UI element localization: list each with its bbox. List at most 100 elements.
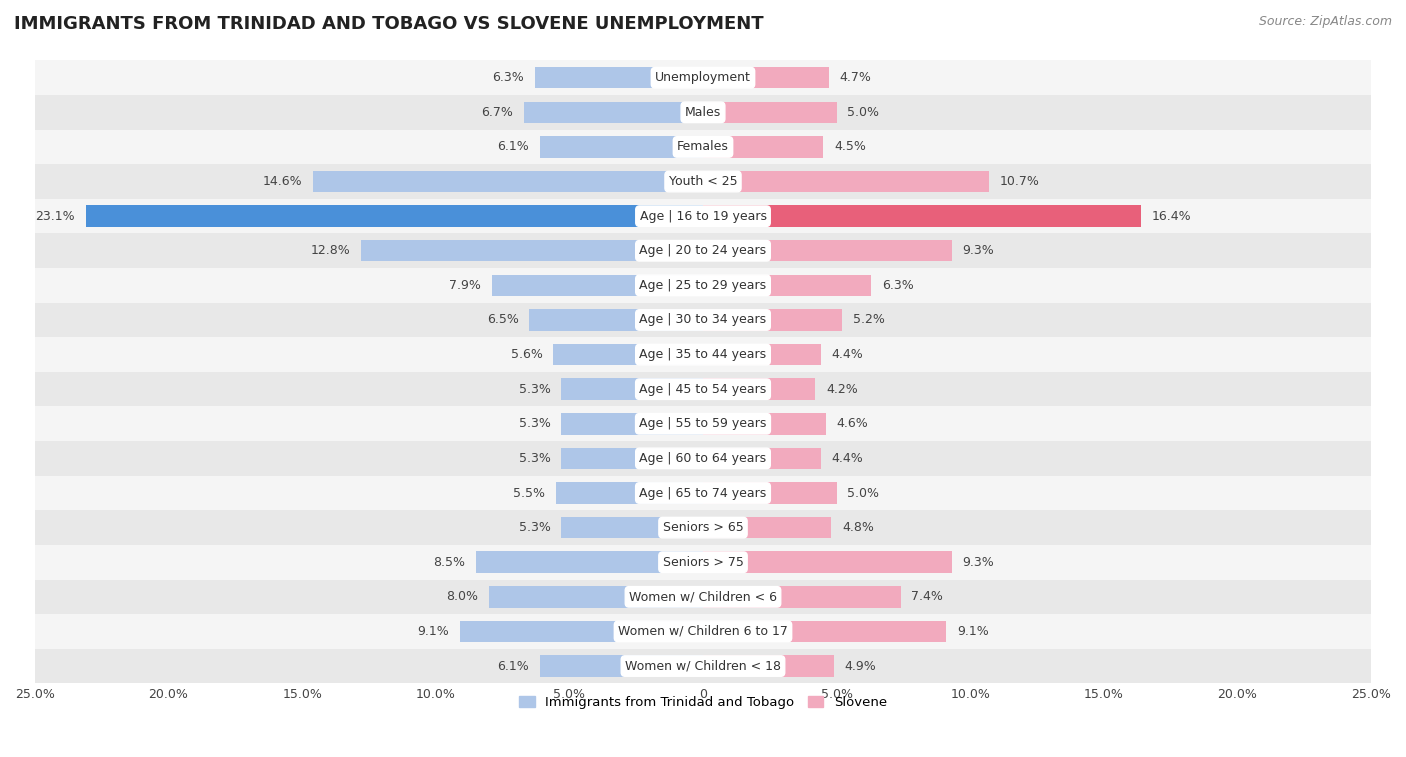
Text: 7.4%: 7.4% xyxy=(911,590,943,603)
Bar xyxy=(703,517,831,538)
Text: 14.6%: 14.6% xyxy=(263,175,302,188)
Text: 8.5%: 8.5% xyxy=(433,556,465,569)
Bar xyxy=(703,656,834,677)
Text: 5.6%: 5.6% xyxy=(510,348,543,361)
Text: 6.7%: 6.7% xyxy=(481,106,513,119)
Text: Age | 25 to 29 years: Age | 25 to 29 years xyxy=(640,279,766,292)
Bar xyxy=(703,136,824,157)
Bar xyxy=(703,482,837,503)
Bar xyxy=(703,101,837,123)
Text: 6.1%: 6.1% xyxy=(498,659,529,672)
Text: 5.3%: 5.3% xyxy=(519,452,551,465)
Bar xyxy=(35,372,1371,407)
Text: Women w/ Children 6 to 17: Women w/ Children 6 to 17 xyxy=(619,625,787,638)
Text: 9.1%: 9.1% xyxy=(957,625,988,638)
Bar xyxy=(35,268,1371,303)
Text: 4.6%: 4.6% xyxy=(837,417,869,430)
Bar xyxy=(703,171,988,192)
Bar xyxy=(561,447,703,469)
Bar xyxy=(314,171,703,192)
Bar xyxy=(35,649,1371,684)
Text: 23.1%: 23.1% xyxy=(35,210,75,223)
Text: 7.9%: 7.9% xyxy=(450,279,481,292)
Text: Women w/ Children < 18: Women w/ Children < 18 xyxy=(626,659,780,672)
Legend: Immigrants from Trinidad and Tobago, Slovene: Immigrants from Trinidad and Tobago, Slo… xyxy=(513,690,893,714)
Bar xyxy=(561,517,703,538)
Bar xyxy=(35,475,1371,510)
Bar xyxy=(492,275,703,296)
Bar xyxy=(35,510,1371,545)
Bar xyxy=(703,413,825,435)
Bar xyxy=(703,67,828,89)
Text: Males: Males xyxy=(685,106,721,119)
Text: 4.7%: 4.7% xyxy=(839,71,872,84)
Text: Age | 65 to 74 years: Age | 65 to 74 years xyxy=(640,487,766,500)
Bar xyxy=(35,199,1371,233)
Bar xyxy=(35,407,1371,441)
Bar xyxy=(86,205,703,227)
Bar xyxy=(703,275,872,296)
Text: 4.8%: 4.8% xyxy=(842,521,875,534)
Bar xyxy=(35,233,1371,268)
Bar xyxy=(540,136,703,157)
Bar xyxy=(35,338,1371,372)
Bar xyxy=(534,67,703,89)
Bar xyxy=(475,552,703,573)
Bar xyxy=(540,656,703,677)
Text: 4.2%: 4.2% xyxy=(825,383,858,396)
Text: Females: Females xyxy=(678,141,728,154)
Text: 9.3%: 9.3% xyxy=(962,556,994,569)
Bar xyxy=(35,61,1371,95)
Text: Age | 45 to 54 years: Age | 45 to 54 years xyxy=(640,383,766,396)
Text: 9.1%: 9.1% xyxy=(418,625,449,638)
Bar xyxy=(529,310,703,331)
Text: Youth < 25: Youth < 25 xyxy=(669,175,737,188)
Text: Age | 30 to 34 years: Age | 30 to 34 years xyxy=(640,313,766,326)
Bar xyxy=(703,344,821,366)
Bar xyxy=(489,586,703,608)
Bar xyxy=(561,413,703,435)
Text: Age | 20 to 24 years: Age | 20 to 24 years xyxy=(640,245,766,257)
Bar xyxy=(35,441,1371,475)
Bar xyxy=(35,545,1371,580)
Text: 12.8%: 12.8% xyxy=(311,245,350,257)
Bar xyxy=(35,95,1371,129)
Text: Seniors > 75: Seniors > 75 xyxy=(662,556,744,569)
Text: 4.4%: 4.4% xyxy=(831,348,863,361)
Text: 5.0%: 5.0% xyxy=(848,487,879,500)
Bar xyxy=(703,552,952,573)
Bar xyxy=(703,447,821,469)
Text: 5.3%: 5.3% xyxy=(519,383,551,396)
Bar xyxy=(703,240,952,261)
Text: 5.5%: 5.5% xyxy=(513,487,546,500)
Text: 10.7%: 10.7% xyxy=(1000,175,1039,188)
Text: 4.5%: 4.5% xyxy=(834,141,866,154)
Text: Unemployment: Unemployment xyxy=(655,71,751,84)
Bar xyxy=(35,580,1371,614)
Bar xyxy=(524,101,703,123)
Bar xyxy=(703,621,946,642)
Text: IMMIGRANTS FROM TRINIDAD AND TOBAGO VS SLOVENE UNEMPLOYMENT: IMMIGRANTS FROM TRINIDAD AND TOBAGO VS S… xyxy=(14,15,763,33)
Bar xyxy=(35,303,1371,338)
Text: 5.0%: 5.0% xyxy=(848,106,879,119)
Bar xyxy=(703,586,901,608)
Bar xyxy=(703,205,1142,227)
Text: Age | 16 to 19 years: Age | 16 to 19 years xyxy=(640,210,766,223)
Text: 6.1%: 6.1% xyxy=(498,141,529,154)
Bar xyxy=(561,378,703,400)
Text: 4.4%: 4.4% xyxy=(831,452,863,465)
Text: 6.3%: 6.3% xyxy=(492,71,524,84)
Text: Age | 35 to 44 years: Age | 35 to 44 years xyxy=(640,348,766,361)
Bar xyxy=(555,482,703,503)
Text: Source: ZipAtlas.com: Source: ZipAtlas.com xyxy=(1258,15,1392,28)
Text: Seniors > 65: Seniors > 65 xyxy=(662,521,744,534)
Text: 5.3%: 5.3% xyxy=(519,521,551,534)
Text: 6.5%: 6.5% xyxy=(486,313,519,326)
Bar xyxy=(554,344,703,366)
Bar xyxy=(361,240,703,261)
Bar xyxy=(460,621,703,642)
Bar xyxy=(703,378,815,400)
Bar xyxy=(703,310,842,331)
Text: Age | 55 to 59 years: Age | 55 to 59 years xyxy=(640,417,766,430)
Text: 5.2%: 5.2% xyxy=(852,313,884,326)
